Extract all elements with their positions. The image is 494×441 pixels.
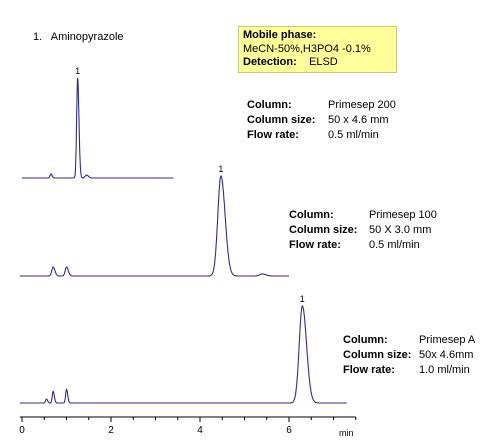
mobile-phase-box: Mobile phase: MeCN-50%,H3PO4 -0.1% Detec… bbox=[238, 26, 397, 73]
column-size-value: 50 X 3.0 mm bbox=[369, 224, 432, 236]
trace-3 bbox=[19, 305, 347, 404]
column-value: Primesep 200 bbox=[328, 99, 396, 111]
conditions-primesep-200: Column: Primesep 200 Column size: 50 x 4.6… bbox=[247, 98, 396, 143]
column-size-value: 50 x 4.6 mm bbox=[328, 114, 389, 126]
conditions-primesep-a: Column: Primesep A Column size: 50x 4.6mm … bbox=[343, 333, 475, 378]
column-label: Column: bbox=[247, 99, 292, 111]
peak-label-3: 1 bbox=[300, 294, 305, 304]
compound-number: 1. bbox=[33, 31, 43, 43]
trace-1 bbox=[22, 77, 174, 179]
x-tick-label: 0 bbox=[19, 425, 25, 436]
x-axis-label: min bbox=[339, 428, 354, 438]
flow-rate-label: Flow rate: bbox=[343, 364, 395, 376]
flow-rate-label: Flow rate: bbox=[289, 239, 341, 251]
detection-row: Detection: ELSD bbox=[243, 56, 392, 70]
traces-layer: 1 1 1 bbox=[19, 66, 347, 404]
trace-2 bbox=[19, 175, 289, 277]
compound-legend: 1. Aminopyrazole bbox=[33, 31, 124, 43]
detection-label: Detection: bbox=[243, 56, 297, 68]
x-axis: 0 2 4 6 min bbox=[19, 416, 357, 438]
x-tick-label: 2 bbox=[108, 425, 114, 436]
column-label: Column: bbox=[289, 209, 334, 221]
flow-rate-label: Flow rate: bbox=[247, 129, 299, 141]
mobile-phase-title: Mobile phase: bbox=[243, 29, 317, 41]
column-size-label: Column size: bbox=[343, 349, 412, 361]
flow-rate-value: 0.5 ml/min bbox=[369, 239, 420, 251]
peak-label-1: 1 bbox=[75, 66, 80, 76]
flow-rate-value: 1.0 ml/min bbox=[419, 364, 470, 376]
column-label: Column: bbox=[343, 334, 388, 346]
peak-label-2: 1 bbox=[218, 164, 223, 174]
mobile-phase-composition: MeCN-50%,H3PO4 -0.1% bbox=[243, 42, 371, 55]
conditions-primesep-100: Column: Primesep 100 Column size: 50 X 3.0… bbox=[289, 208, 437, 253]
column-size-value: 50x 4.6mm bbox=[419, 349, 474, 361]
compound-name: Aminopyrazole bbox=[50, 31, 124, 43]
column-size-label: Column size: bbox=[247, 114, 316, 126]
flow-rate-value: 0.5 ml/min bbox=[328, 129, 379, 141]
detection-value: ELSD bbox=[309, 56, 338, 68]
column-value: Primesep 100 bbox=[369, 209, 437, 221]
x-tick-label: 6 bbox=[286, 425, 292, 436]
x-tick-label: 4 bbox=[197, 425, 203, 436]
column-value: Primesep A bbox=[419, 334, 476, 346]
column-size-label: Column size: bbox=[289, 224, 358, 236]
